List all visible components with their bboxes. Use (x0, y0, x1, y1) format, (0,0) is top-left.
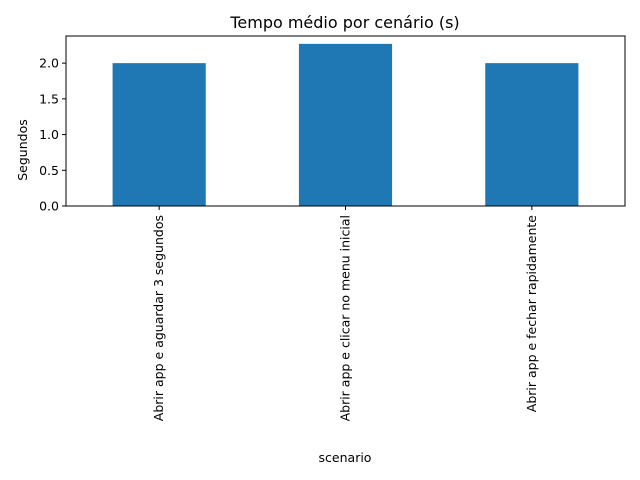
y-tick-label: 0.5 (39, 163, 59, 178)
bar (485, 63, 579, 207)
y-tick-label: 1.0 (39, 127, 59, 142)
x-tick-label: Abrir app e fechar rapidamente (524, 215, 539, 413)
bar (112, 63, 206, 207)
y-tick-label: 2.0 (39, 56, 59, 71)
x-axis: Abrir app e aguardar 3 segundos Abrir app… (151, 206, 539, 421)
x-tick-label: Abrir app e clicar no menu inicial (338, 215, 353, 421)
y-axis-label: Segundos (15, 119, 30, 181)
y-tick-label: 0.0 (39, 199, 59, 214)
x-axis-label: scenario (319, 450, 372, 465)
chart-title: Tempo médio por cenário (s) (229, 13, 459, 32)
x-tick-label: Abrir app e aguardar 3 segundos (151, 215, 166, 421)
bar (298, 43, 393, 206)
y-tick-label: 1.5 (39, 91, 59, 106)
y-axis: 0.0 0.5 1.0 1.5 2.0 (39, 56, 66, 214)
bars-group (112, 43, 579, 207)
